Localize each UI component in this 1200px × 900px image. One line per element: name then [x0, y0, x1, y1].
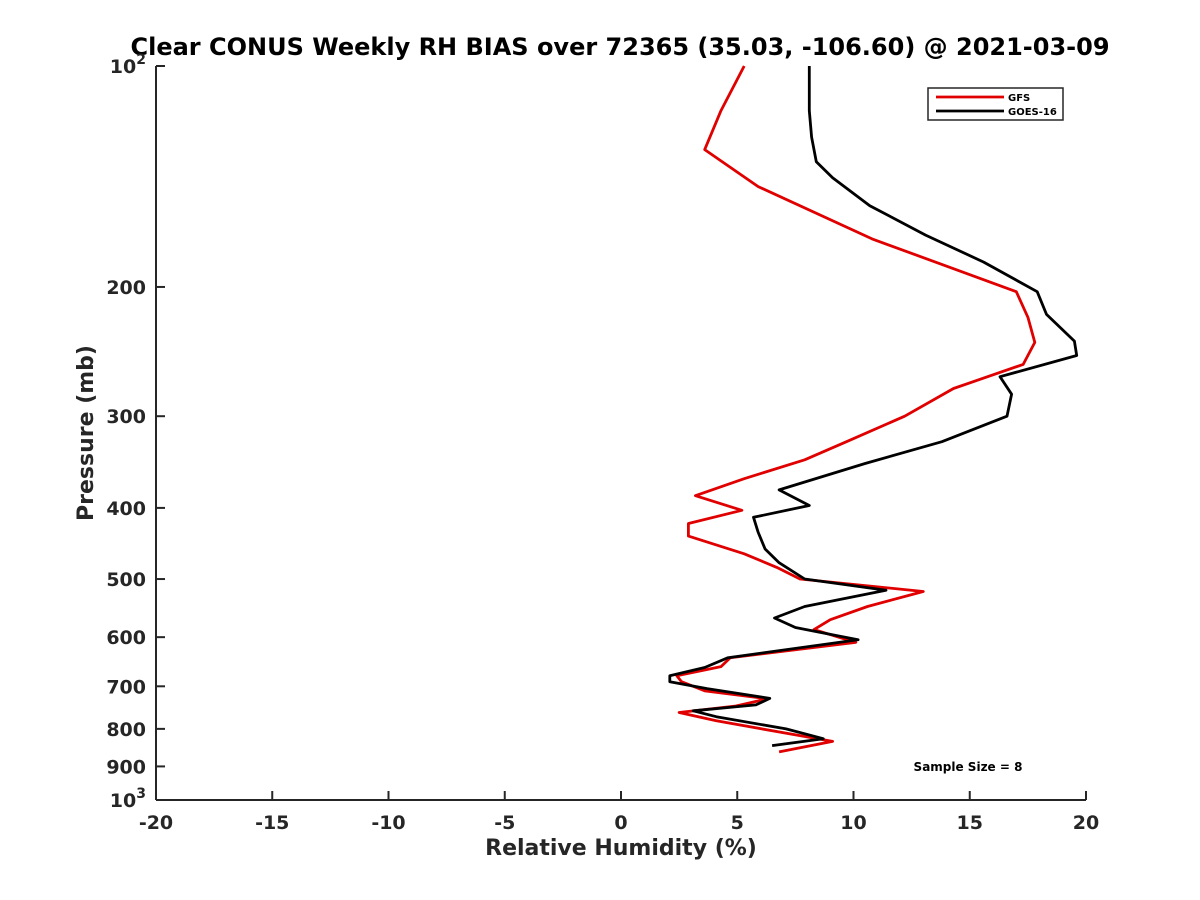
- legend-label-gfs: GFS: [1008, 93, 1030, 104]
- legend-box: [927, 87, 1064, 121]
- y-tick-label: 700: [106, 676, 146, 698]
- x-tick-label: -20: [139, 812, 173, 834]
- x-tick-label: 5: [731, 812, 744, 834]
- y-tick-label: 103: [110, 786, 146, 812]
- y-tick-label: 600: [106, 627, 146, 649]
- x-tick-label: 15: [957, 812, 983, 834]
- x-tick-label: 10: [840, 812, 866, 834]
- legend-label-goes-16: GOES-16: [1008, 107, 1057, 118]
- x-axis-label: Relative Humidity (%): [485, 836, 757, 861]
- series-line-goes-16: [668, 66, 1079, 747]
- y-tick-label: 300: [106, 406, 146, 428]
- series-lines: [668, 65, 1079, 754]
- y-tick-label: 900: [106, 756, 146, 778]
- y-tick-label: 800: [106, 719, 146, 741]
- y-tick-label: 102: [110, 52, 146, 78]
- x-tick-label: 20: [1073, 812, 1099, 834]
- y-tick-label: 500: [106, 569, 146, 591]
- y-tick-label: 400: [106, 498, 146, 520]
- axes: -20 -15 -10 -5 0 5 10 15 20 102 200 300 400 500 600 700…: [106, 52, 1099, 834]
- y-axis-label: Pressure (mb): [74, 345, 99, 521]
- sample-size-annotation: Sample Size = 8: [914, 760, 1023, 774]
- x-tick-label: -5: [494, 812, 515, 834]
- x-tick-label: -15: [255, 812, 289, 834]
- x-tick-label: 0: [614, 812, 627, 834]
- y-tick-label: 200: [106, 277, 146, 299]
- x-tick-label: -10: [371, 812, 405, 834]
- series-line-gfs: [675, 65, 1037, 754]
- chart-title: Clear CONUS Weekly RH BIAS over 72365 (3…: [130, 33, 1109, 61]
- legend: GFS GOES-16: [927, 87, 1064, 121]
